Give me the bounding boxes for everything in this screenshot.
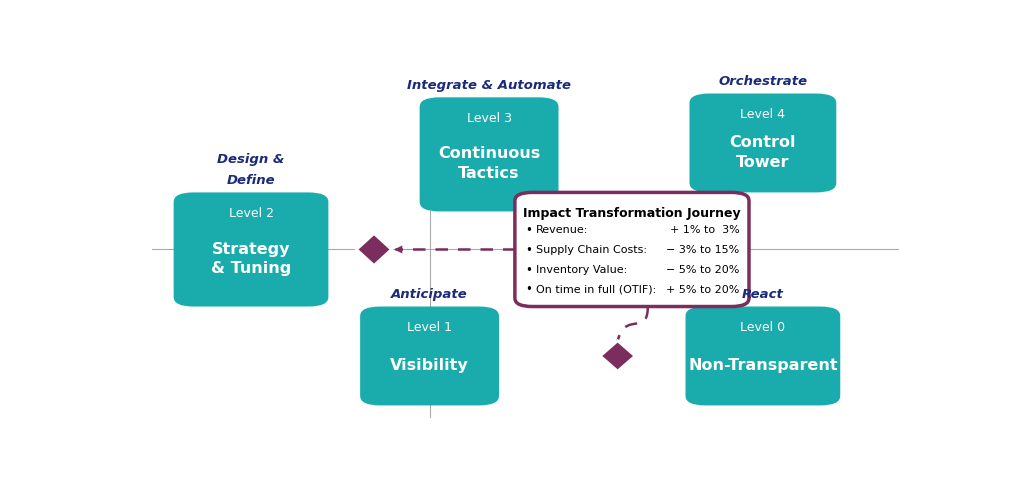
- Text: + 1% to  3%: + 1% to 3%: [670, 225, 739, 236]
- Text: Anticipate: Anticipate: [391, 288, 468, 301]
- FancyBboxPatch shape: [174, 193, 329, 306]
- FancyBboxPatch shape: [420, 97, 558, 211]
- Text: Level 4: Level 4: [740, 108, 785, 121]
- Polygon shape: [600, 341, 635, 371]
- Text: •: •: [525, 244, 532, 257]
- Text: Supply Chain Costs:: Supply Chain Costs:: [536, 245, 646, 255]
- FancyBboxPatch shape: [685, 306, 841, 406]
- Text: Integrate & Automate: Integrate & Automate: [408, 79, 571, 91]
- Polygon shape: [356, 234, 391, 265]
- Text: Impact Transformation Journey: Impact Transformation Journey: [523, 207, 740, 220]
- Text: React: React: [742, 288, 783, 301]
- Text: •: •: [525, 263, 532, 277]
- Text: Define: Define: [226, 174, 275, 187]
- Text: Control
Tower: Control Tower: [730, 135, 796, 170]
- Text: Inventory Value:: Inventory Value:: [536, 265, 627, 275]
- Text: Visibility: Visibility: [390, 358, 469, 373]
- Text: Level 1: Level 1: [408, 321, 452, 334]
- Text: Level 2: Level 2: [228, 207, 273, 220]
- Text: Revenue:: Revenue:: [536, 225, 588, 236]
- Text: + 5% to 20%: + 5% to 20%: [666, 285, 739, 295]
- Text: Non-Transparent: Non-Transparent: [688, 358, 838, 373]
- FancyBboxPatch shape: [515, 193, 749, 306]
- Text: •: •: [525, 224, 532, 237]
- FancyBboxPatch shape: [360, 306, 499, 406]
- Text: •: •: [525, 283, 532, 296]
- Text: Design &: Design &: [217, 153, 285, 166]
- Text: Level 0: Level 0: [740, 321, 785, 334]
- Text: On time in full (OTIF):: On time in full (OTIF):: [536, 285, 655, 295]
- Text: Level 3: Level 3: [467, 112, 512, 125]
- Text: − 5% to 20%: − 5% to 20%: [666, 265, 739, 275]
- Text: Orchestrate: Orchestrate: [718, 75, 808, 88]
- Text: Continuous
Tactics: Continuous Tactics: [438, 147, 541, 181]
- Text: Strategy
& Tuning: Strategy & Tuning: [211, 242, 291, 276]
- FancyBboxPatch shape: [689, 93, 837, 193]
- Text: − 3% to 15%: − 3% to 15%: [667, 245, 739, 255]
